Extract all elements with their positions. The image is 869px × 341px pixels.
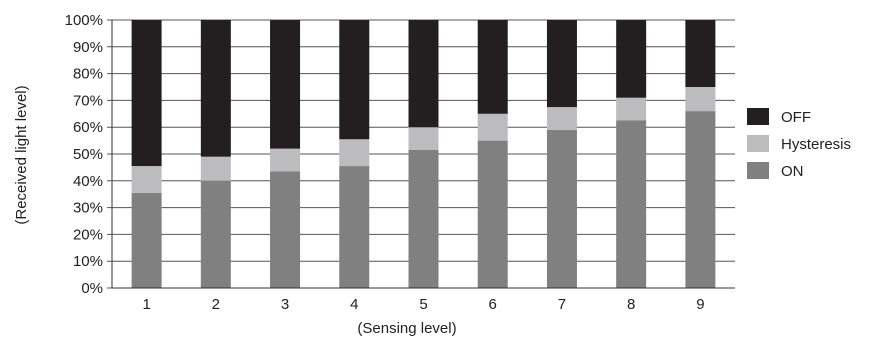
x-tick-label: 5 [419, 296, 427, 313]
x-tick-label: 2 [212, 296, 220, 313]
y-tick-label: 20% [73, 226, 103, 243]
y-axis-label: (Received light level) [13, 85, 30, 224]
bar-hysteresis-4 [339, 139, 370, 167]
bar-off-5 [408, 20, 439, 128]
bar-hysteresis-2 [200, 156, 231, 181]
bar-on-2 [200, 180, 231, 288]
y-tick-labels: 0% 10% 20% 30% 40% 50% 60% 70% 80% 90% 100% [65, 12, 103, 297]
bar-hysteresis-1 [131, 166, 162, 193]
bar-on-1 [131, 192, 162, 288]
bar-on-9 [685, 111, 716, 289]
x-tick-label: 6 [489, 296, 497, 313]
bar-hysteresis-8 [616, 97, 647, 121]
bar-on-4 [339, 166, 370, 288]
bar-hysteresis-7 [546, 107, 577, 130]
x-tick-label: 3 [281, 296, 289, 313]
x-tick-label: 8 [627, 296, 635, 313]
bar-off-7 [546, 20, 577, 108]
legend-label-hysteresis: Hysteresis [781, 136, 851, 153]
y-tick-label: 30% [73, 200, 103, 217]
x-axis-label: (Sensing level) [357, 320, 456, 337]
axes [111, 20, 735, 289]
bar-off-9 [685, 20, 716, 87]
bar-off-8 [616, 20, 647, 98]
bar-off-4 [339, 20, 370, 140]
bar-off-2 [200, 20, 231, 157]
y-tick-label: 10% [73, 253, 103, 270]
y-tick-label: 80% [73, 66, 103, 83]
x-tick-label: 1 [142, 296, 150, 313]
x-tick-label: 9 [696, 296, 704, 313]
x-tick-labels: 1 2 3 4 5 6 7 8 9 [142, 296, 704, 313]
bar-on-7 [546, 129, 577, 288]
bar-off-1 [131, 20, 162, 167]
y-tick-label: 70% [73, 92, 103, 109]
y-tick-label: 100% [65, 12, 103, 29]
bar-hysteresis-3 [270, 148, 301, 172]
bar-on-5 [408, 149, 439, 288]
legend-swatch-on [747, 162, 769, 179]
bar-off-3 [270, 20, 301, 149]
bars [131, 20, 716, 289]
y-tick-label: 0% [81, 280, 103, 297]
legend-swatch-hysteresis [747, 135, 769, 152]
x-tick-label: 4 [350, 296, 358, 313]
bar-off-6 [477, 20, 508, 114]
bar-on-8 [616, 120, 647, 288]
y-tick-label: 50% [73, 146, 103, 163]
bar-hysteresis-6 [477, 113, 508, 141]
y-tick-label: 60% [73, 119, 103, 136]
bar-on-6 [477, 140, 508, 288]
x-tick-label: 7 [558, 296, 566, 313]
bar-hysteresis-5 [408, 127, 439, 150]
legend-label-on: ON [781, 163, 804, 180]
legend-label-off: OFF [781, 109, 811, 126]
y-tick-label: 40% [73, 173, 103, 190]
bar-on-3 [270, 171, 301, 288]
legend: OFF Hysteresis ON [747, 108, 851, 180]
bar-hysteresis-9 [685, 87, 716, 112]
y-tick-label: 90% [73, 39, 103, 56]
legend-swatch-off [747, 108, 769, 125]
